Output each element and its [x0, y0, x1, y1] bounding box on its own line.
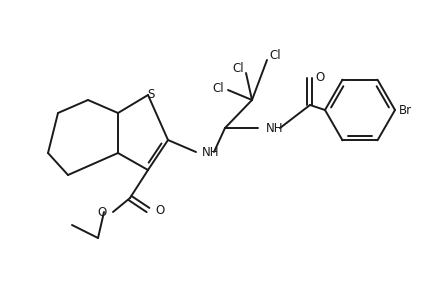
- Text: NH: NH: [266, 122, 283, 135]
- Text: O: O: [315, 70, 324, 83]
- Text: S: S: [147, 87, 155, 101]
- Text: NH: NH: [202, 145, 220, 158]
- Text: Br: Br: [399, 103, 412, 116]
- Text: O: O: [155, 204, 164, 216]
- Text: Cl: Cl: [212, 82, 224, 95]
- Text: Cl: Cl: [269, 49, 281, 62]
- Text: O: O: [98, 206, 107, 218]
- Text: Cl: Cl: [232, 62, 244, 74]
